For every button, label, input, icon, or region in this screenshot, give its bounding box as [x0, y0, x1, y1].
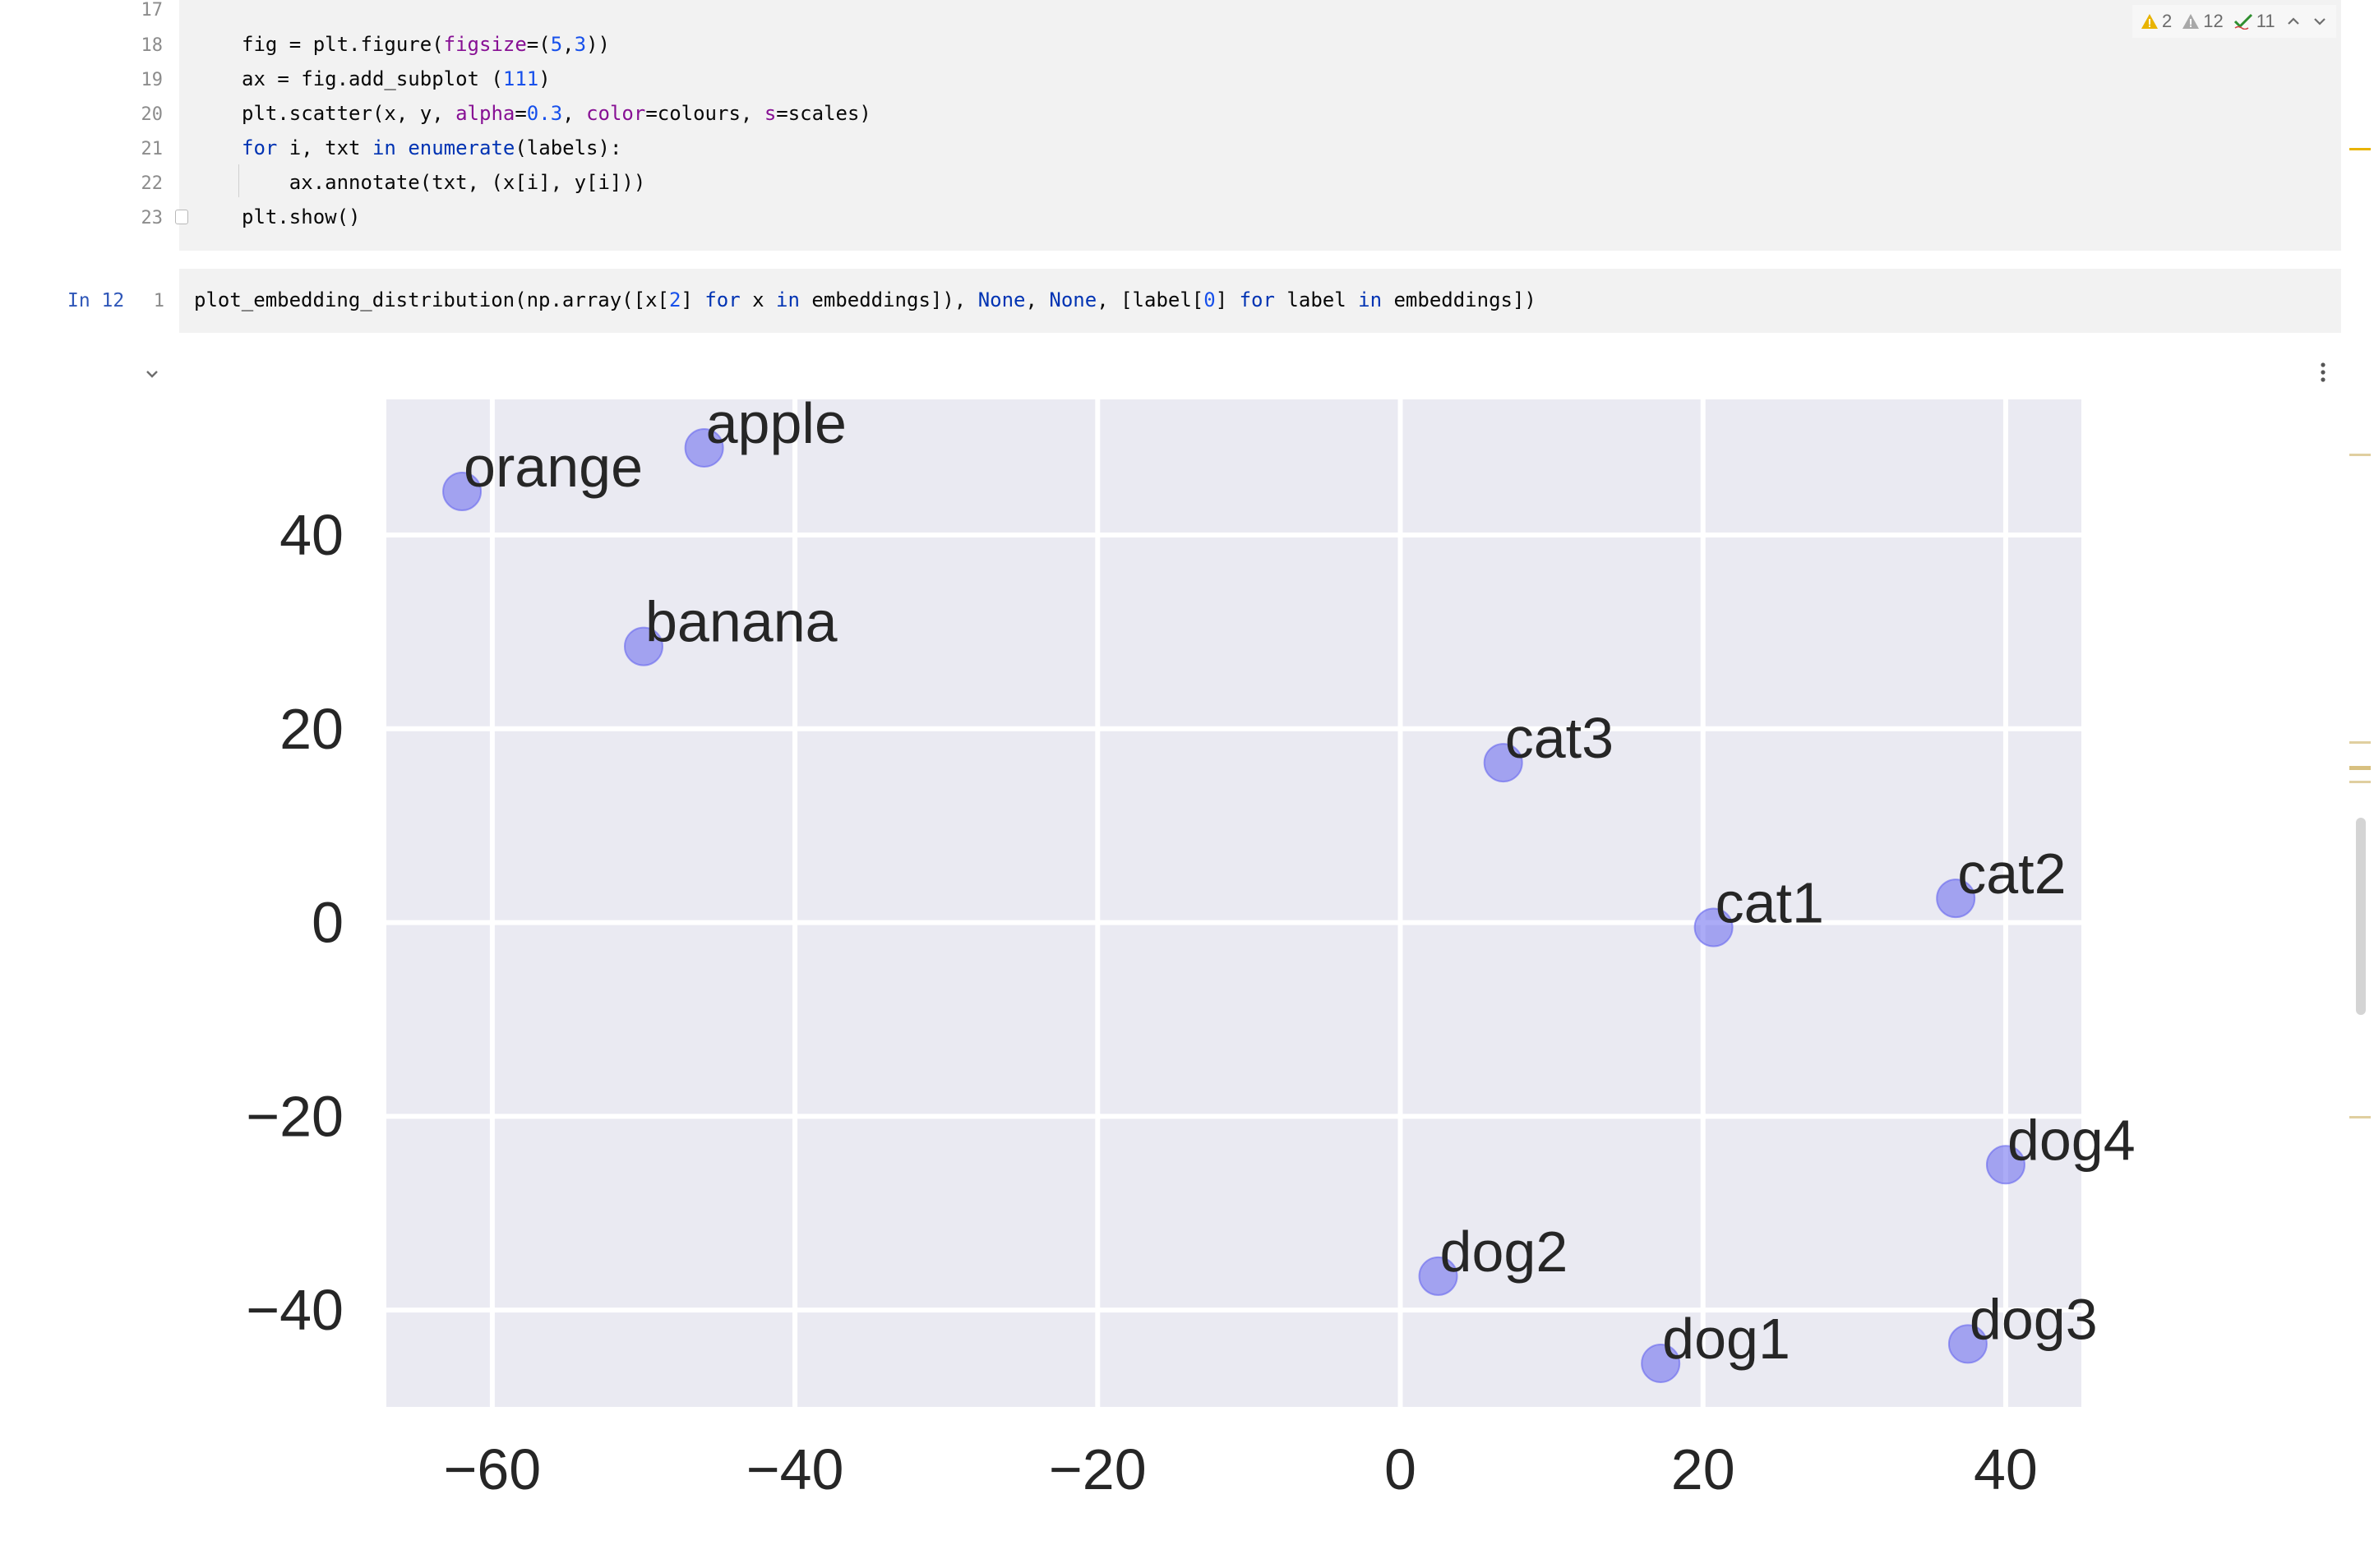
inspection-widget[interactable]: 2 12 11: [2132, 5, 2336, 38]
point-label: banana: [645, 590, 838, 654]
execution-count-prompt: In 12: [67, 290, 125, 311]
vertical-scrollbar-thumb[interactable]: [2356, 818, 2366, 1015]
code-line[interactable]: plot_embedding_distribution(np.array([x[…: [194, 288, 1536, 311]
line-number: 22: [141, 173, 164, 194]
warning-stripe-mark[interactable]: [2349, 1116, 2371, 1118]
data-point: [1483, 743, 1523, 783]
y-tick-label: 20: [279, 697, 344, 761]
vertical-scrollbar-track[interactable]: [2353, 0, 2374, 1568]
data-point: [1936, 879, 1976, 919]
warning-count-label: 12: [2203, 11, 2224, 31]
line-number: 21: [141, 139, 164, 159]
point-label: dog4: [2007, 1108, 2136, 1172]
point-label: cat3: [1505, 706, 1614, 770]
line-number: 17: [141, 0, 164, 21]
output-menu-icon[interactable]: [2315, 360, 2331, 385]
data-point: [442, 471, 483, 511]
warning-stripe-mark[interactable]: [2349, 766, 2371, 770]
code-line[interactable]: ax = fig.add_subplot (111): [242, 67, 551, 90]
point-label: dog2: [1440, 1220, 1568, 1284]
point-label: cat1: [1716, 870, 1824, 934]
warning-stripe-mark[interactable]: [2349, 781, 2371, 783]
code-cell-1[interactable]: [179, 0, 2341, 251]
warning-stripe-mark[interactable]: [2349, 741, 2371, 744]
y-tick-label: 0: [312, 891, 344, 955]
data-point: [1641, 1343, 1681, 1383]
code-line[interactable]: plt.show(): [242, 205, 361, 228]
line-number: 19: [141, 70, 164, 90]
plot-background: [386, 399, 2081, 1407]
data-point: [623, 626, 663, 666]
code-line[interactable]: for i, txt in enumerate(labels):: [242, 136, 622, 159]
warning-count[interactable]: 12: [2182, 11, 2224, 32]
data-point: [1947, 1324, 1988, 1364]
collapse-output-icon[interactable]: [143, 365, 161, 383]
code-cell-2[interactable]: [179, 269, 2341, 333]
line-number: 20: [141, 104, 164, 125]
next-highlight-icon[interactable]: [2312, 13, 2328, 30]
fold-marker-icon[interactable]: [175, 210, 188, 224]
data-point: [1418, 1256, 1458, 1296]
x-tick-label: 0: [1384, 1437, 1416, 1501]
point-label: cat2: [1957, 842, 2066, 906]
y-tick-label: −40: [246, 1278, 344, 1342]
previous-highlight-icon[interactable]: [2285, 13, 2302, 30]
x-tick-label: −60: [444, 1437, 542, 1501]
code-line[interactable]: plt.scatter(x, y, alpha=0.3, color=colou…: [242, 102, 871, 125]
x-tick-label: −20: [1049, 1437, 1147, 1501]
typo-count[interactable]: 11: [2233, 11, 2275, 32]
y-tick-label: 40: [279, 503, 344, 567]
warning-icon: [2182, 14, 2200, 29]
point-label: dog1: [1662, 1307, 1790, 1371]
point-label: dog3: [1970, 1287, 2098, 1351]
line-number: 18: [141, 35, 164, 56]
warning-stripe-mark[interactable]: [2349, 454, 2371, 456]
data-point: [1693, 907, 1734, 948]
y-tick-label: −20: [246, 1084, 344, 1148]
x-tick-label: 20: [1671, 1437, 1735, 1501]
code-line[interactable]: fig = plt.figure(figsize=(5,3)): [242, 33, 610, 56]
x-tick-label: 40: [1974, 1437, 2038, 1501]
error-count-label: 2: [2162, 11, 2173, 31]
point-label: apple: [706, 391, 847, 455]
indent-guide: [238, 164, 239, 197]
line-number: 1: [153, 291, 164, 311]
error-icon: [2141, 14, 2158, 29]
data-point: [684, 427, 724, 468]
x-tick-label: −40: [746, 1437, 844, 1501]
code-line[interactable]: ax.annotate(txt, (x[i], y[i])): [242, 171, 646, 194]
scatter-plot: −60 −40 −20 0 20 40 −40 −20 0 20 40 orange apple bana…: [246, 391, 2136, 1501]
error-stripe-mark[interactable]: [2349, 148, 2371, 150]
point-label: orange: [464, 435, 643, 499]
typo-check-icon: [2233, 13, 2252, 30]
line-number: 23: [141, 208, 164, 228]
typo-count-label: 11: [2256, 11, 2275, 31]
error-count[interactable]: 2: [2141, 11, 2172, 32]
data-point: [1985, 1145, 2025, 1185]
